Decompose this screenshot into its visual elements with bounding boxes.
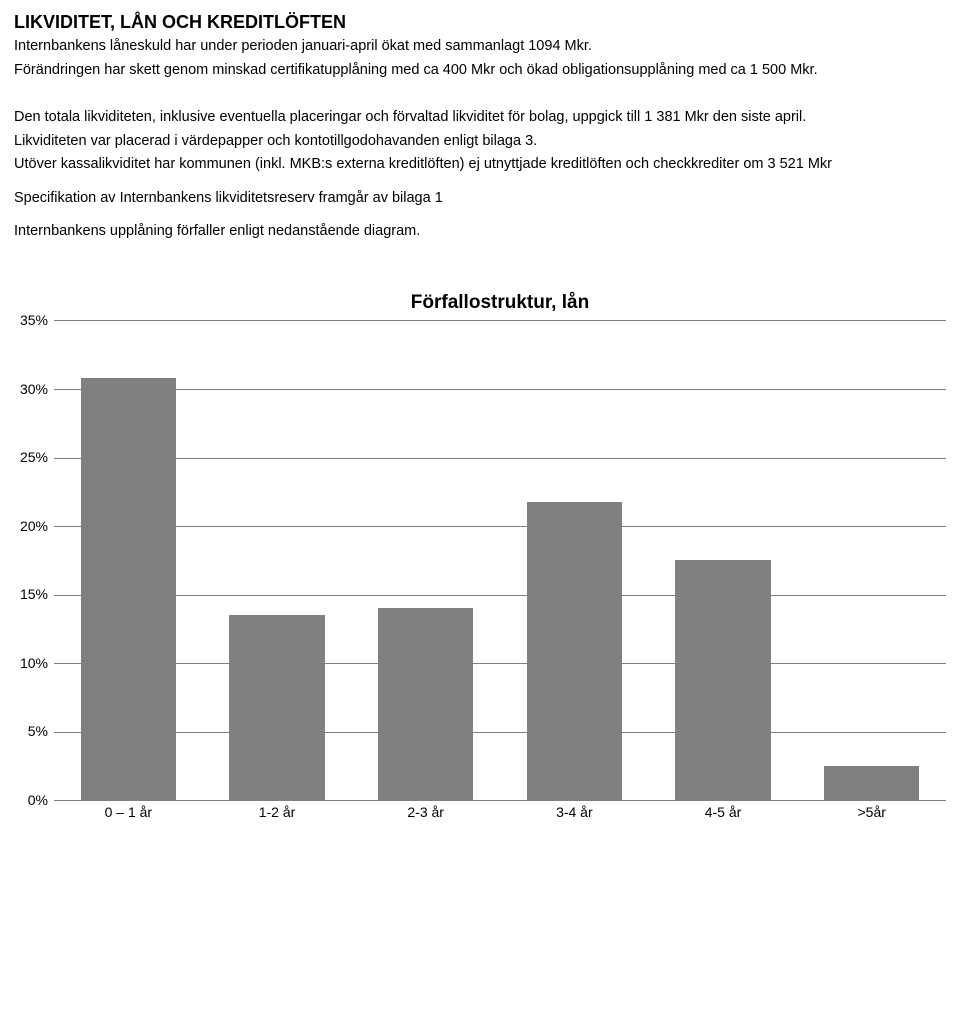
paragraph-2b: Likviditeten var placerad i värdepapper … xyxy=(14,132,946,152)
paragraph-1b: Förändringen har skett genom minskad cer… xyxy=(14,61,946,81)
paragraph-4: Internbankens upplåning förfaller enligt… xyxy=(14,222,946,242)
y-tick-label: 35% xyxy=(20,312,48,328)
chart-bar-slot xyxy=(649,321,798,800)
chart-gridline xyxy=(54,595,946,596)
x-tick-label: >5år xyxy=(797,804,946,820)
chart-bar-slot xyxy=(54,321,203,800)
section-heading: LIKVIDITET, LÅN OCH KREDITLÖFTEN xyxy=(14,12,946,33)
chart-bar xyxy=(81,378,176,800)
x-tick-label: 1-2 år xyxy=(203,804,352,820)
chart-bar-slot xyxy=(351,321,500,800)
paragraph-2c: Utöver kassalikviditet har kommunen (ink… xyxy=(14,155,946,175)
y-tick-label: 25% xyxy=(20,449,48,465)
x-tick-label: 4-5 år xyxy=(649,804,798,820)
chart-bar xyxy=(675,560,770,800)
spacer xyxy=(14,84,946,108)
paragraph-1a: Internbankens låneskuld har under period… xyxy=(14,37,946,57)
chart-bar-slot xyxy=(500,321,649,800)
chart-plot-area: 35%30%25%20%15%10%5%0% xyxy=(14,320,946,800)
maturity-chart: Förfallostruktur, lån 35% 30% 25% 20% 15% 10%… xyxy=(14,292,946,820)
x-tick-label: 3-4 år xyxy=(500,804,649,820)
paragraph-3: Specifikation av Internbankens likvidite… xyxy=(14,189,946,209)
chart-bar-slot xyxy=(797,321,946,800)
y-tick-label: 20% xyxy=(20,518,48,534)
paragraph-2a: Den totala likviditeten, inklusive event… xyxy=(14,108,946,128)
chart-x-axis: 0 – 1 år1-2 år2-3 år3-4 år4-5 år>5år xyxy=(14,804,946,820)
y-tick-label: 0% xyxy=(28,792,48,808)
chart-bar xyxy=(229,615,324,800)
chart-bar xyxy=(527,502,622,800)
y-tick-label: 30% xyxy=(20,381,48,397)
x-tick-label: 2-3 år xyxy=(351,804,500,820)
chart-gridline xyxy=(54,458,946,459)
spacer xyxy=(14,179,946,189)
page-root: LIKVIDITET, LÅN OCH KREDITLÖFTEN Internb… xyxy=(0,0,960,820)
chart-gridline xyxy=(54,526,946,527)
chart-gridline xyxy=(54,663,946,664)
chart-bar-slot xyxy=(203,321,352,800)
chart-y-axis: 35%30%25%20%15%10%5%0% xyxy=(14,320,54,800)
y-tick-label: 15% xyxy=(20,586,48,602)
chart-bar xyxy=(824,766,919,800)
chart-bars-container xyxy=(54,321,946,800)
x-tick-label: 0 – 1 år xyxy=(54,804,203,820)
y-tick-label: 5% xyxy=(28,723,48,739)
chart-plot xyxy=(54,320,946,800)
chart-gridline xyxy=(54,389,946,390)
spacer xyxy=(14,212,946,222)
chart-title: Förfallostruktur, lån xyxy=(14,292,946,314)
chart-gridline xyxy=(54,732,946,733)
y-tick-label: 10% xyxy=(20,655,48,671)
chart-bar xyxy=(378,608,473,800)
chart-gridline xyxy=(54,800,946,801)
